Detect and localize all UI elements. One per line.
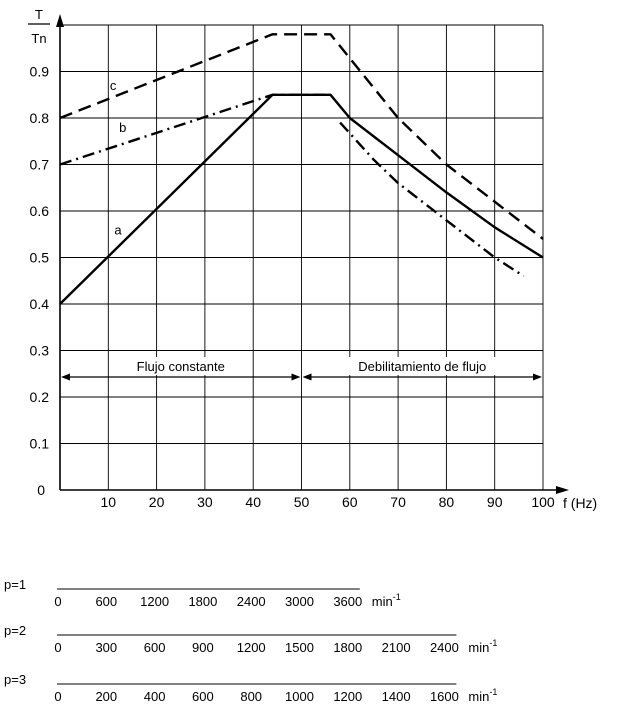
- speed-scale-value: 200: [95, 689, 117, 704]
- speed-scale-label: p=1: [4, 577, 26, 592]
- region-arrow-head: [302, 373, 312, 381]
- series-label-a: a: [114, 222, 122, 237]
- x-tick-labels: 10 20 30 40 50 60 70 80 90 100: [101, 494, 555, 510]
- speed-scale-value: 1800: [188, 594, 217, 609]
- speed-scale-value: 900: [192, 640, 214, 655]
- origin-label: 0: [37, 482, 45, 498]
- speed-scale-value: 0: [54, 689, 61, 704]
- speed-scale-value: 600: [192, 689, 214, 704]
- y-tick-label: 0.8: [30, 110, 50, 126]
- axes: [56, 14, 569, 494]
- y-tick-label: 0.2: [30, 389, 50, 405]
- speed-scale-unit: min-1: [372, 592, 401, 609]
- y-tick-label: 0.9: [30, 64, 50, 80]
- y-axis-label-top: T: [35, 7, 43, 22]
- speed-scale-label: p=3: [4, 672, 26, 687]
- speed-scale-value: 1500: [285, 640, 314, 655]
- region-label-bg: [339, 357, 506, 375]
- x-tick-label: 30: [197, 494, 213, 510]
- y-tick-label: 0.5: [30, 250, 50, 266]
- y-tick-label: 0.7: [30, 157, 50, 173]
- y-tick-label: 0.1: [30, 436, 50, 452]
- speed-scale-value: 0: [54, 640, 61, 655]
- series-line-b: [59, 93, 331, 166]
- region-arrow-head: [533, 373, 542, 381]
- speed-scale-value: 1000: [285, 689, 314, 704]
- speed-scale-value: 800: [240, 689, 262, 704]
- x-tick-label: 100: [531, 494, 555, 510]
- speed-scale-unit-exponent: -1: [489, 687, 497, 697]
- y-tick-label: 0.6: [30, 203, 50, 219]
- series-line-c: [59, 33, 544, 240]
- y-tick-label: 0.3: [30, 343, 50, 359]
- speed-scale-value: 3000: [285, 594, 314, 609]
- speed-scale-value: 1400: [382, 689, 411, 704]
- speed-scale-value: 600: [144, 640, 166, 655]
- speed-scale-label: p=2: [4, 623, 26, 638]
- y-axis-arrow: [56, 14, 64, 27]
- speed-scale-value: 600: [95, 594, 117, 609]
- region-label-bg: [126, 357, 235, 375]
- x-axis-label: f (Hz): [563, 495, 597, 511]
- region-arrow-head: [291, 373, 301, 381]
- series-label-c: c: [110, 78, 117, 93]
- x-tick-label: 60: [342, 494, 358, 510]
- region-label: Debilitamiento de flujo: [358, 359, 486, 374]
- speed-scale-value: 2400: [237, 594, 266, 609]
- speed-scale-value: 0: [54, 594, 61, 609]
- speed-scale-value: 2400: [430, 640, 459, 655]
- series-label-b: b: [119, 120, 126, 135]
- x-tick-label: 70: [390, 494, 406, 510]
- region-label: Flujo constante: [137, 359, 225, 374]
- speed-scale-value: 1200: [140, 594, 169, 609]
- y-axis-label-bottom: Tn: [31, 31, 46, 46]
- speed-scale-unit: min-1: [468, 687, 497, 704]
- region-arrow-head: [61, 373, 70, 381]
- speed-scale-unit: min-1: [468, 638, 497, 655]
- x-tick-label: 50: [294, 494, 310, 510]
- x-axis-arrow: [556, 486, 569, 494]
- speed-scales: p=1 0 600 1200 1800 2400 3000 3600 min-1 p=2 0 300 6…: [4, 577, 497, 704]
- speed-scale-value: 3600: [333, 594, 362, 609]
- speed-scale-unit-exponent: -1: [393, 592, 401, 602]
- series-lines: [59, 33, 544, 305]
- speed-scale-value: 1800: [333, 640, 362, 655]
- series-line-unlabeled: [339, 121, 525, 278]
- x-tick-label: 80: [439, 494, 455, 510]
- speed-scale-value: 300: [95, 640, 117, 655]
- speed-scale-value: 1200: [333, 689, 362, 704]
- series-line-a: [59, 93, 544, 305]
- x-tick-label: 20: [149, 494, 165, 510]
- speed-scale-value: 1200: [237, 640, 266, 655]
- y-tick-label: 0.4: [30, 296, 50, 312]
- series-labels: c b a: [110, 78, 127, 237]
- x-tick-label: 10: [101, 494, 117, 510]
- speed-scale-value: 1600: [430, 689, 459, 704]
- speed-scale-unit-exponent: -1: [489, 638, 497, 648]
- regions: Flujo constante Debilitamiento de flujo: [61, 357, 542, 381]
- x-tick-label: 40: [245, 494, 261, 510]
- y-tick-labels: 0.1 0.2 0.3 0.4 0.5 0.6 0.7 0.8 0.9: [30, 64, 50, 452]
- x-tick-label: 90: [487, 494, 503, 510]
- speed-scale-value: 400: [144, 689, 166, 704]
- grid: [59, 24, 544, 490]
- speed-scale-value: 2100: [382, 640, 411, 655]
